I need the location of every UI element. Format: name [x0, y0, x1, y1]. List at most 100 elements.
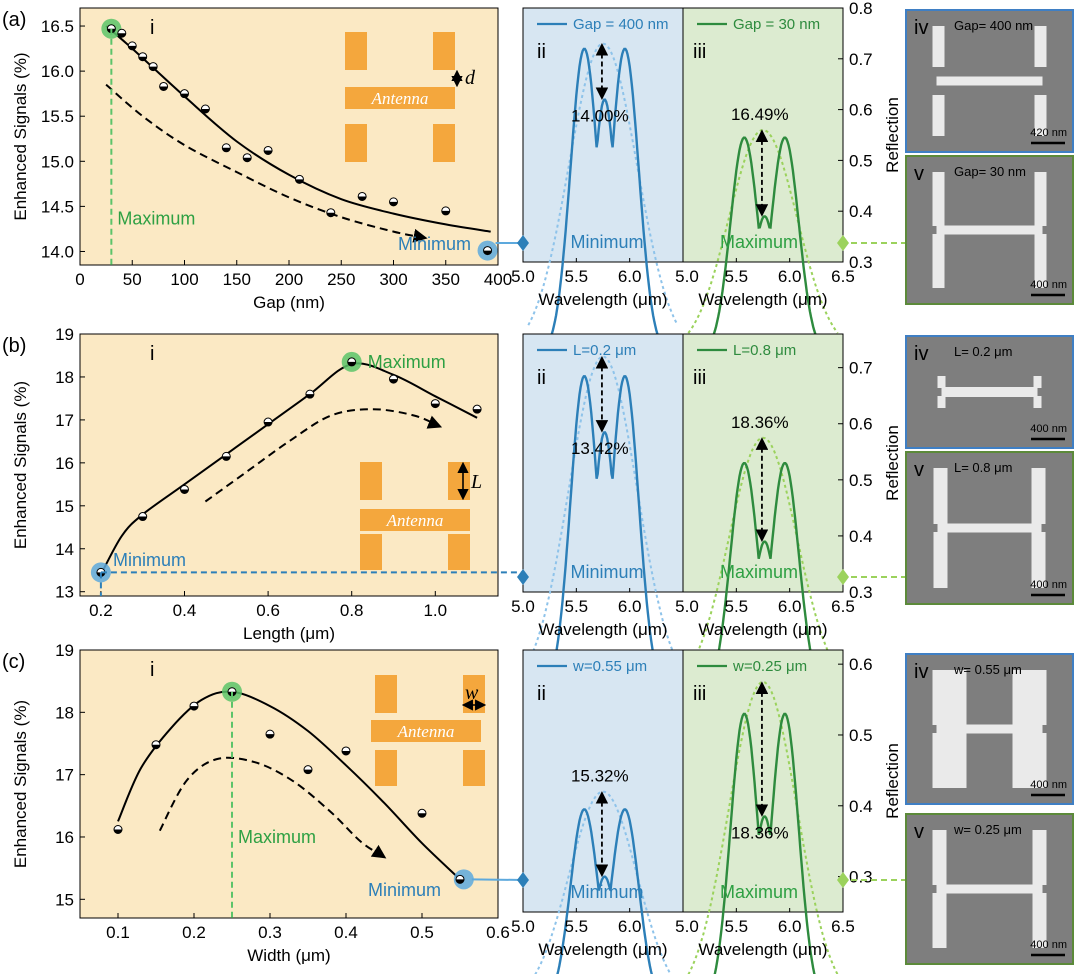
row-label: (b): [2, 335, 26, 357]
y-tick-label: 0.5: [849, 151, 873, 170]
panel-roman-i: i: [150, 659, 154, 681]
y-tick-label: 15.5: [41, 107, 74, 126]
y-tick-label: 16.0: [41, 62, 74, 81]
row-label: (c): [2, 651, 25, 673]
x-tick-label: 6.0: [618, 917, 642, 936]
x-tick-label: 100: [170, 270, 198, 289]
antenna-arm: [433, 32, 455, 70]
diamond-marker-iii: [837, 569, 849, 585]
sem-arm: [932, 26, 945, 67]
y-tick-label: 0.5: [849, 726, 873, 745]
sem-arm: [932, 670, 967, 725]
y-tick-label: 15: [55, 890, 74, 909]
spectrum-ii-envelope: [527, 42, 679, 326]
antenna-arm: [463, 750, 485, 786]
y-axis-label: Enhanced Signals (%): [11, 700, 30, 868]
panel-roman-iii: iii: [693, 683, 706, 705]
diamond-marker-ii: [517, 872, 529, 888]
x-tick-label: 6.5: [831, 267, 855, 286]
y-tick-label: 0.6: [849, 101, 873, 120]
antenna-arm: [448, 462, 470, 500]
x-tick-label: 0.3: [258, 923, 282, 942]
sem-arm: [1031, 468, 1046, 524]
wavelength-label-ii: Wavelength (μm): [538, 620, 667, 639]
panel-iii-frame: [682, 333, 844, 593]
diamond-marker-ii: [517, 569, 529, 585]
spectrum-iii-envelope: [687, 128, 839, 334]
y-tick-label: 0.3: [849, 253, 873, 272]
panel-roman-iv: iv: [914, 343, 928, 365]
antenna-arm: [360, 462, 382, 500]
data-point-fill: [473, 409, 482, 414]
sem-arm: [1031, 532, 1046, 588]
sem-label: L= 0.2 μm: [954, 344, 1012, 359]
scale-bar-label: 400 nm: [1030, 579, 1067, 591]
y-axis-label: Enhanced Signals (%): [11, 52, 30, 220]
dip-value-ii: 14.00%: [571, 106, 629, 125]
fit-curve: [117, 690, 461, 881]
antenna-arm: [433, 124, 455, 162]
x-tick-label: 250: [327, 270, 355, 289]
x-tick-label: 0.2: [89, 601, 113, 620]
spectrum-maximum-label: Maximum: [720, 882, 798, 902]
x-axis-label: Length (μm): [243, 624, 335, 643]
data-point-fill: [180, 93, 189, 98]
trend-arrow: [105, 83, 428, 243]
dip-value-iii: 18.36%: [731, 823, 789, 842]
scale-bar-label: 400 nm: [1030, 279, 1067, 291]
x-tick-label: 6.5: [831, 597, 855, 616]
sem-arm: [932, 830, 947, 885]
wavelength-label-iii: Wavelength (μm): [698, 620, 827, 639]
spectrum-minimum-label: Minimum: [570, 882, 643, 902]
panel-roman-iii: iii: [693, 367, 706, 389]
panel-roman-ii: ii: [537, 367, 546, 389]
x-tick-label: 0: [75, 270, 84, 289]
x-tick-label: 6.0: [778, 267, 802, 286]
y-tick-label: 0.4: [849, 202, 873, 221]
sem-label: w= 0.25 μm: [953, 822, 1022, 837]
x-tick-label: 6.5: [831, 917, 855, 936]
x-tick-label: 0.6: [486, 923, 510, 942]
sem-label: Gap= 400 nm: [954, 18, 1033, 33]
diamond-marker-iii: [837, 235, 849, 251]
x-tick-label: 50: [123, 270, 142, 289]
x-tick-label: 0.4: [173, 601, 197, 620]
data-point-fill: [418, 813, 426, 818]
dip-value-ii: 15.32%: [571, 767, 629, 786]
data-point-fill: [326, 212, 335, 217]
legend-iii: Gap = 30 nm: [733, 16, 820, 33]
panel-roman-ii: ii: [537, 683, 546, 705]
data-point-fill: [389, 201, 398, 206]
sem-bar: [936, 724, 1043, 734]
antenna-arm: [375, 675, 397, 713]
x-axis-label: Gap (nm): [253, 293, 325, 312]
sem-label: L= 0.8 μm: [954, 460, 1012, 475]
x-tick-label: 200: [275, 270, 303, 289]
sem-label: w= 0.55 μm: [953, 662, 1022, 677]
x-tick-label: 5.0: [511, 597, 535, 616]
y-tick-label: 14.5: [41, 197, 74, 216]
x-tick-label: 5.0: [675, 917, 699, 936]
x-tick-label: 6.0: [618, 267, 642, 286]
connector-minimum: [471, 878, 524, 881]
x-tick-label: 0.8: [340, 601, 364, 620]
sem-bar: [941, 387, 1038, 397]
scale-bar-label: 400 nm: [1030, 779, 1067, 791]
data-point-fill: [431, 403, 440, 408]
x-tick-label: 6.0: [778, 597, 802, 616]
fit-curve: [105, 25, 491, 233]
scale-bar-label: 400 nm: [1030, 939, 1067, 951]
spectrum-maximum-label: Maximum: [720, 232, 798, 252]
y-tick-label: 16: [55, 454, 74, 473]
wavelength-label-ii: Wavelength (μm): [538, 290, 667, 309]
sem-arm: [1034, 172, 1047, 226]
maximum-label: Maximum: [238, 827, 316, 847]
panel-i-frame: [79, 649, 499, 919]
reflection-axis-label: Reflection: [883, 743, 902, 819]
spectrum-minimum-label: Minimum: [570, 562, 643, 582]
data-point-fill: [149, 66, 158, 71]
x-tick-label: 0.6: [256, 601, 280, 620]
y-tick-label: 18: [55, 368, 74, 387]
x-tick-label: 400: [484, 270, 512, 289]
